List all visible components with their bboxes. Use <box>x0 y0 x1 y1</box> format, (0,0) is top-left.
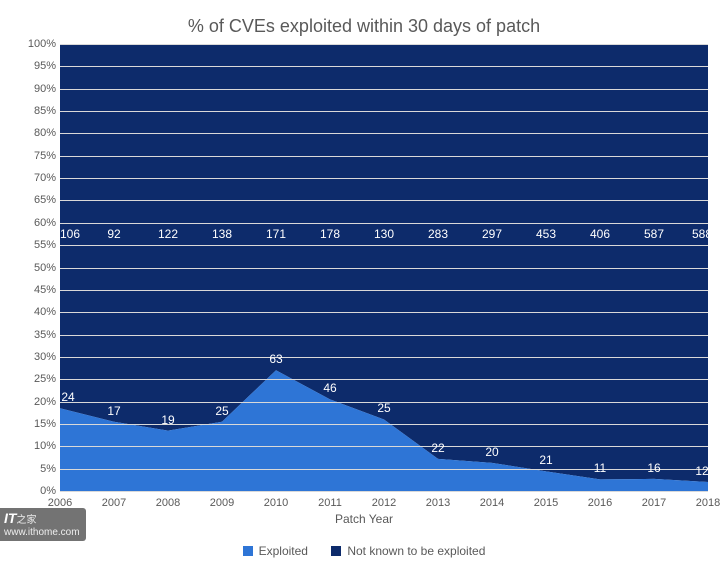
gridline <box>60 268 708 269</box>
data-label-top-5: 178 <box>320 227 340 241</box>
x-tick-label: 2018 <box>696 497 720 509</box>
data-label-bot-8: 20 <box>485 445 498 459</box>
legend: Exploited Not known to be exploited <box>0 544 728 559</box>
y-tick-label: 40% <box>8 306 56 318</box>
y-tick-label: 65% <box>8 194 56 206</box>
y-tick-label: 5% <box>8 463 56 475</box>
y-tick-label: 85% <box>8 105 56 117</box>
gridline <box>60 178 708 179</box>
legend-swatch-not-exploited <box>331 546 341 556</box>
gridline <box>60 223 708 224</box>
data-label-top-12: 588 <box>692 227 712 241</box>
data-label-top-3: 138 <box>212 227 232 241</box>
y-tick-label: 10% <box>8 440 56 452</box>
gridline <box>60 357 708 358</box>
legend-item-not-exploited: Not known to be exploited <box>331 544 485 558</box>
data-label-top-1: 92 <box>107 227 120 241</box>
data-label-bot-10: 11 <box>594 461 606 475</box>
gridline <box>60 290 708 291</box>
legend-swatch-exploited <box>243 546 253 556</box>
data-label-top-10: 406 <box>590 227 610 241</box>
watermark-brand: IT <box>4 510 16 526</box>
data-label-bot-3: 25 <box>215 404 228 418</box>
data-label-top-7: 283 <box>428 227 448 241</box>
legend-item-exploited: Exploited <box>243 544 308 558</box>
data-label-top-6: 130 <box>374 227 394 241</box>
data-label-bot-4: 63 <box>269 352 282 366</box>
x-tick-label: 2009 <box>210 497 234 509</box>
y-tick-label: 35% <box>8 329 56 341</box>
y-tick-label: 100% <box>8 38 56 50</box>
cve-exploit-chart: % of CVEs exploited within 30 days of pa… <box>0 0 728 571</box>
y-tick-label: 70% <box>8 172 56 184</box>
legend-label-exploited: Exploited <box>259 544 308 558</box>
area-not-exploited <box>60 44 708 482</box>
y-tick-label: 0% <box>8 485 56 497</box>
gridline <box>60 156 708 157</box>
y-tick-label: 60% <box>8 217 56 229</box>
gridline <box>60 469 708 470</box>
x-tick-label: 2017 <box>642 497 666 509</box>
y-tick-label: 25% <box>8 373 56 385</box>
y-tick-label: 15% <box>8 418 56 430</box>
gridline <box>60 89 708 90</box>
data-label-top-11: 587 <box>644 227 664 241</box>
x-tick-label: 2013 <box>426 497 450 509</box>
y-tick-label: 55% <box>8 239 56 251</box>
gridline <box>60 66 708 67</box>
y-tick-label: 90% <box>8 83 56 95</box>
watermark-sub: 之家 <box>16 515 36 526</box>
x-tick-label: 2010 <box>264 497 288 509</box>
x-tick-label: 2012 <box>372 497 396 509</box>
x-tick-label: 2015 <box>534 497 558 509</box>
data-label-bot-11: 16 <box>647 461 660 475</box>
gridline <box>60 379 708 380</box>
y-tick-label: 50% <box>8 262 56 274</box>
y-tick-label: 45% <box>8 284 56 296</box>
gridline <box>60 491 708 492</box>
x-tick-label: 2007 <box>102 497 126 509</box>
y-tick-label: 30% <box>8 351 56 363</box>
data-label-top-2: 122 <box>158 227 178 241</box>
gridline <box>60 111 708 112</box>
data-label-top-8: 297 <box>482 227 502 241</box>
y-tick-label: 95% <box>8 60 56 72</box>
gridline <box>60 245 708 246</box>
x-tick-label: 2008 <box>156 497 180 509</box>
data-label-top-0: 106 <box>60 227 80 241</box>
y-tick-label: 80% <box>8 127 56 139</box>
data-label-bot-5: 46 <box>323 381 336 395</box>
x-tick-label: 2011 <box>318 497 342 509</box>
data-label-top-9: 453 <box>536 227 556 241</box>
data-label-bot-12: 12 <box>695 464 708 478</box>
data-label-top-4: 171 <box>266 227 286 241</box>
gridline <box>60 446 708 447</box>
plot-region <box>60 44 708 491</box>
watermark-url: www.ithome.com <box>4 527 80 538</box>
y-tick-label: 75% <box>8 150 56 162</box>
y-tick-label: 20% <box>8 396 56 408</box>
x-tick-label: 2014 <box>480 497 504 509</box>
gridline <box>60 133 708 134</box>
watermark: IT之家 www.ithome.com <box>0 508 86 541</box>
data-label-bot-2: 19 <box>161 413 174 427</box>
x-axis-title: Patch Year <box>0 512 728 526</box>
chart-title: % of CVEs exploited within 30 days of pa… <box>0 0 728 37</box>
x-tick-label: 2016 <box>588 497 612 509</box>
legend-label-not-exploited: Not known to be exploited <box>347 544 485 558</box>
data-label-bot-6: 25 <box>377 401 390 415</box>
data-label-bot-9: 21 <box>539 453 552 467</box>
data-label-bot-0: 24 <box>61 390 74 404</box>
gridline <box>60 44 708 45</box>
data-label-bot-7: 22 <box>431 441 444 455</box>
gridline <box>60 200 708 201</box>
gridline <box>60 312 708 313</box>
gridline <box>60 335 708 336</box>
data-label-bot-1: 17 <box>107 404 120 418</box>
gridline <box>60 424 708 425</box>
